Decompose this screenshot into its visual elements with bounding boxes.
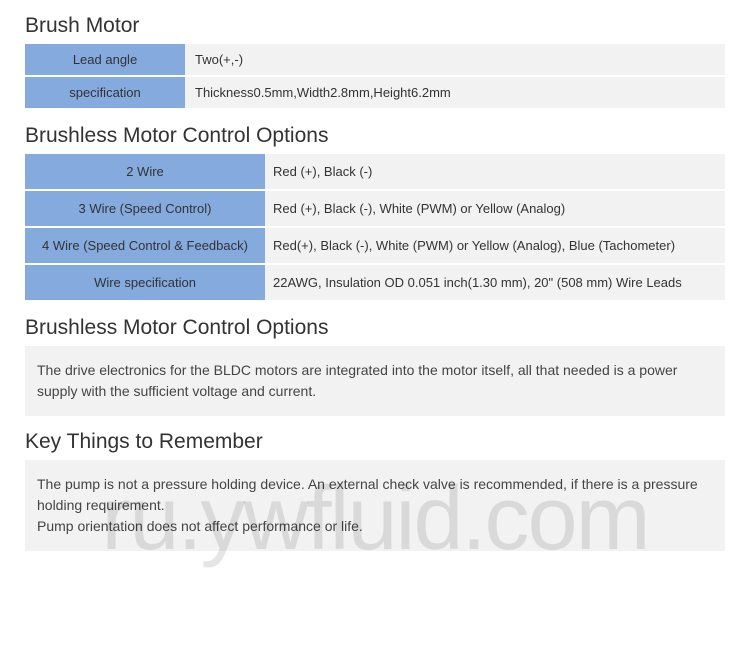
row-label: 3 Wire (Speed Control) — [25, 190, 265, 227]
row-value: Red (+), Black (-) — [265, 154, 725, 190]
control-options-description: The drive electronics for the BLDC motor… — [25, 346, 725, 416]
row-label: 2 Wire — [25, 154, 265, 190]
control-options-table: 2 Wire Red (+), Black (-) 3 Wire (Speed … — [25, 154, 725, 302]
section-title-key-things: Key Things to Remember — [25, 430, 725, 454]
table-row: 4 Wire (Speed Control & Feedback) Red(+)… — [25, 227, 725, 264]
table-row: 2 Wire Red (+), Black (-) — [25, 154, 725, 190]
section-title-control-options-2: Brushless Motor Control Options — [25, 316, 725, 340]
key-things-line-1: The pump is not a pressure holding devic… — [37, 474, 713, 516]
section-title-brush-motor: Brush Motor — [25, 14, 725, 38]
row-value: Red(+), Black (-), White (PWM) or Yellow… — [265, 227, 725, 264]
key-things-description: The pump is not a pressure holding devic… — [25, 460, 725, 551]
section-title-control-options: Brushless Motor Control Options — [25, 124, 725, 148]
row-label: Lead angle — [25, 44, 185, 76]
row-label: Wire specification — [25, 264, 265, 301]
row-label: 4 Wire (Speed Control & Feedback) — [25, 227, 265, 264]
key-things-line-2: Pump orientation does not affect perform… — [37, 516, 713, 537]
table-row: Lead angle Two(+,-) — [25, 44, 725, 76]
table-row: 3 Wire (Speed Control) Red (+), Black (-… — [25, 190, 725, 227]
row-value: Red (+), Black (-), White (PWM) or Yello… — [265, 190, 725, 227]
row-value: 22AWG, Insulation OD 0.051 inch(1.30 mm)… — [265, 264, 725, 301]
table-row: Wire specification 22AWG, Insulation OD … — [25, 264, 725, 301]
row-label: specification — [25, 76, 185, 109]
table-row: specification Thickness0.5mm,Width2.8mm,… — [25, 76, 725, 109]
row-value: Thickness0.5mm,Width2.8mm,Height6.2mm — [185, 76, 725, 109]
row-value: Two(+,-) — [185, 44, 725, 76]
brush-motor-table: Lead angle Two(+,-) specification Thickn… — [25, 44, 725, 110]
